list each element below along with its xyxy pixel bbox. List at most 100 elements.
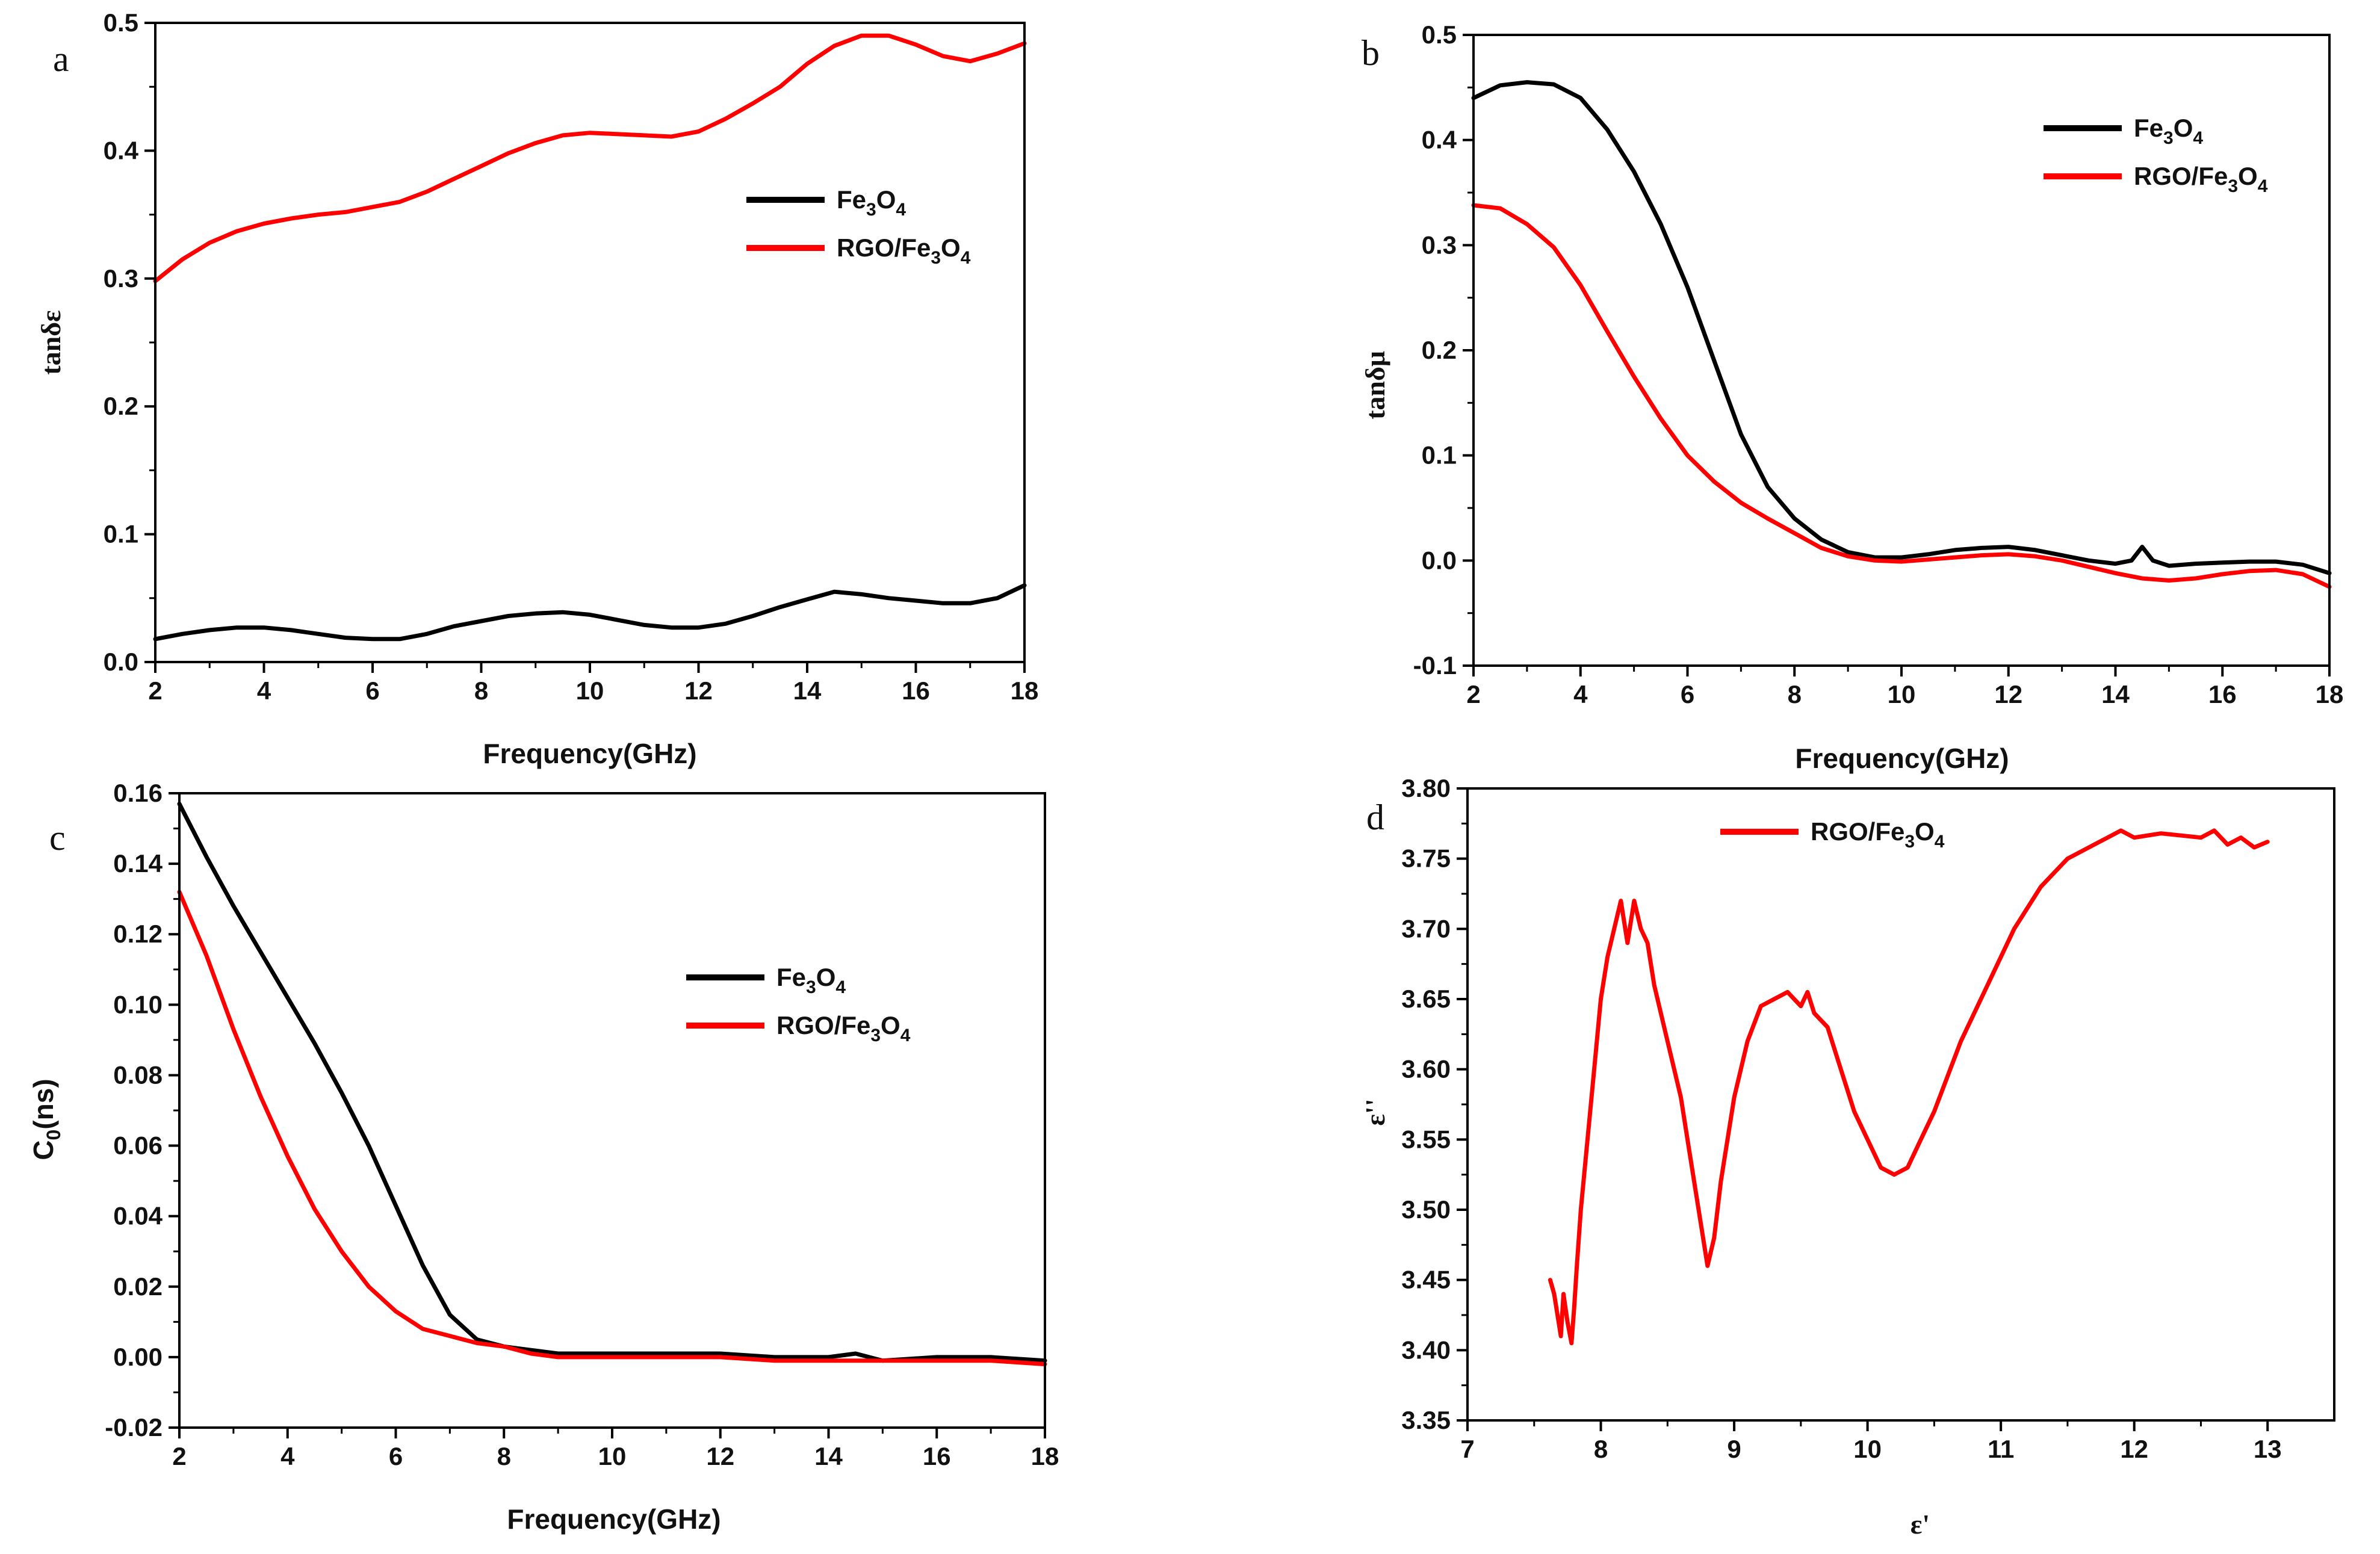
panel-label-d: d [1366, 797, 1384, 837]
panel-c-y-tick-label: 0.10 [113, 990, 163, 1018]
panel-d-x-tick-label: 13 [2254, 1435, 2282, 1463]
legend-text-sub: 3 [806, 977, 816, 997]
panel-a-x-tick-label: 2 [148, 676, 162, 705]
panel-a-y-tick-label: 0.0 [104, 648, 138, 676]
panel-c-y-tick-label: 0.12 [113, 920, 163, 948]
panel-c-y-tick-label: -0.02 [105, 1413, 163, 1441]
panel-b-y-tick-label: 0.0 [1422, 546, 1457, 574]
panel-b-legend: Fe3O4 RGO/Fe3O4 [2044, 114, 2268, 196]
panel-d-legend: RGO/Fe3O4 [1720, 817, 1945, 852]
panel-a-legend-label-rgo: RGO/Fe3O4 [837, 234, 971, 268]
panel-b-x-tick-label: 10 [1888, 680, 1916, 708]
panel-d-y-tick-label: 3.60 [1401, 1055, 1451, 1083]
panel-d: d 7 8 9 10 11 12 13 3.35 3.40 3.45 3.50 3.55 3.60 3.6… [1360, 774, 2335, 1540]
panel-b-x-axis-title: Frequency(GHz) [1795, 743, 2009, 774]
panel-a-x-tick-label: 8 [474, 676, 488, 705]
panel-a-series-rgo-fe3o4-line [153, 33, 1027, 283]
panel-d-y-tick-label: 3.45 [1401, 1266, 1451, 1294]
panel-d-y-tick-label: 3.65 [1401, 985, 1451, 1013]
panel-d-x-tick-label: 8 [1594, 1435, 1608, 1463]
panel-b-y-tick-label: 0.4 [1422, 126, 1457, 154]
panel-a-series-fe3o4-line [153, 583, 1027, 642]
legend-text-sub: 4 [900, 1026, 911, 1045]
panel-c-x-tick-label: 8 [497, 1442, 511, 1470]
panel-d-x-tick-label: 11 [1988, 1435, 2014, 1463]
panel-c-legend-label-fe3o4: Fe3O4 [776, 963, 846, 997]
panel-d-y-tick-label: 3.80 [1401, 774, 1451, 802]
panel-d-x-axis-title: ε' [1911, 1509, 1930, 1540]
panel-c-y-tick-label: 0.06 [113, 1131, 163, 1160]
panel-a-ticks: 2 4 6 8 10 12 14 16 18 0.0 0.1 0.2 0.3 0.4 0.5 [104, 8, 1039, 705]
panel-a-x-tick-label: 4 [257, 676, 271, 705]
panel-b-x-tick-label: 14 [2101, 680, 2130, 708]
panel-b-series-rgo-fe3o4-line [1471, 203, 2332, 589]
panel-b-x-tick-label: 16 [2208, 680, 2237, 708]
legend-text-sub: 4 [835, 977, 846, 997]
panel-b-x-tick-label: 4 [1573, 680, 1588, 708]
panel-label-a: a [53, 39, 69, 79]
legend-text-sub: 4 [2258, 176, 2268, 196]
panel-b-legend-label-fe3o4: Fe3O4 [2134, 114, 2203, 148]
panel-c-x-tick-label: 16 [923, 1442, 951, 1470]
panel-c-y-tick-label: 0.04 [113, 1202, 163, 1230]
legend-text-sub: 4 [2193, 128, 2203, 148]
panel-a-legend: Fe3O4 RGO/Fe3O4 [746, 185, 971, 268]
panel-a-frame [154, 22, 1026, 663]
panel-d-y-tick-label: 3.75 [1401, 844, 1451, 873]
panel-c-x-tick-label: 10 [598, 1442, 627, 1470]
panel-b-data-layer [1471, 80, 2332, 589]
panel-a-y-tick-label: 0.4 [104, 136, 139, 164]
panel-c-ticks: 2 4 6 8 10 12 14 16 18 -0.02 0.00 0.02 0.04 0.06 0.08 0… [105, 779, 1059, 1470]
legend-text-sub: 3 [931, 248, 941, 268]
legend-text-sub: 4 [896, 200, 906, 220]
panel-b-y-axis-title: tanδμ [1360, 351, 1390, 419]
legend-text-sub: 3 [1904, 832, 1915, 852]
panel-d-ticks: 7 8 9 10 11 12 13 3.35 3.40 3.45 3.50 3.55 3.60 3.65 3… [1401, 774, 2281, 1463]
panel-c-x-tick-label: 14 [814, 1442, 843, 1470]
panel-a: a 2 4 6 8 10 12 14 16 18 0.0 0.1 0.2 0.3 0.4 0.5 Frequ… [36, 8, 1038, 769]
y-title-sub: 0 [43, 1130, 64, 1141]
panel-a-legend-label-fe3o4: Fe3O4 [837, 185, 906, 220]
panel-a-data-layer [153, 33, 1027, 642]
panel-c-legend-label-rgo: RGO/Fe3O4 [776, 1011, 911, 1045]
legend-text-mid: O [881, 1011, 900, 1039]
panel-c-x-tick-label: 4 [280, 1442, 295, 1470]
panel-b-x-tick-label: 2 [1466, 680, 1480, 708]
legend-text-base: Fe [837, 185, 866, 214]
legend-text-mid: O [2238, 162, 2258, 190]
panel-a-x-tick-label: 18 [1011, 676, 1039, 705]
panel-d-series-rgo-fe3o4-line [1548, 828, 2270, 1346]
legend-text-mid: O [816, 963, 836, 991]
panel-b-x-tick-label: 12 [1994, 680, 2022, 708]
panel-b-ticks: 2 4 6 8 10 12 14 16 18 -0.1 0.0 0.1 0.2 0.3 0.4 0.5 [1413, 20, 2344, 708]
legend-text-base: RGO/Fe [837, 234, 931, 262]
panel-b-y-tick-label: 0.1 [1422, 441, 1457, 469]
panel-c-series-rgo-fe3o4-line [177, 890, 1047, 1367]
panel-d-x-tick-label: 12 [2120, 1435, 2148, 1463]
panel-d-x-tick-label: 9 [1727, 1435, 1741, 1463]
panel-a-y-tick-label: 0.3 [104, 264, 138, 293]
panel-c-y-tick-label: 0.16 [113, 779, 163, 807]
panel-a-x-tick-label: 6 [365, 676, 379, 705]
legend-text-sub: 3 [2228, 176, 2238, 196]
panel-a-x-tick-label: 14 [793, 676, 822, 705]
panel-c-x-tick-label: 12 [706, 1442, 734, 1470]
legend-text-sub: 3 [870, 1026, 881, 1045]
panel-c-legend: Fe3O4 RGO/Fe3O4 [686, 963, 911, 1045]
legend-text-mid: O [941, 234, 961, 262]
panel-b-x-tick-label: 6 [1681, 680, 1694, 708]
panel-label-c: c [49, 818, 66, 858]
panel-d-legend-label-rgo: RGO/Fe3O4 [1811, 817, 1945, 852]
legend-text-base: RGO/Fe [2134, 162, 2228, 190]
panel-d-y-tick-label: 3.35 [1401, 1406, 1451, 1434]
panel-a-x-axis-title: Frequency(GHz) [483, 738, 696, 769]
panel-d-y-tick-label: 3.70 [1401, 914, 1451, 943]
panel-c-x-tick-label: 18 [1031, 1442, 1059, 1470]
panel-d-frame [1466, 787, 2335, 1422]
panel-c-y-tick-label: 0.00 [113, 1343, 163, 1371]
panel-d-data-layer [1548, 828, 2270, 1346]
legend-text-mid: O [1915, 817, 1935, 846]
panel-a-y-tick-label: 0.1 [104, 520, 138, 548]
legend-text-base: RGO/Fe [776, 1011, 870, 1039]
